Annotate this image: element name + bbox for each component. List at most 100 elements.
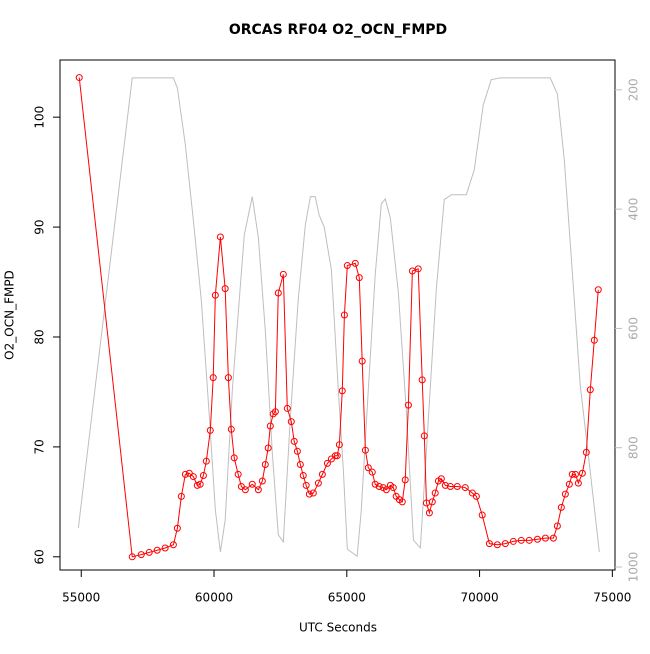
data-point [358, 357, 366, 365]
data-point [371, 480, 379, 488]
data-point [230, 454, 238, 462]
data-point [485, 540, 493, 548]
data-point [269, 410, 277, 418]
x-tick-label: 55000 [62, 591, 100, 605]
data-point [216, 233, 224, 241]
data-point [431, 489, 439, 497]
data-point [425, 509, 433, 517]
data-point [461, 484, 469, 492]
data-point [161, 544, 169, 552]
data-point [333, 452, 341, 460]
data-point [441, 481, 449, 489]
series-line [78, 77, 599, 558]
data-point [553, 522, 561, 530]
data-point [493, 541, 501, 549]
data-point [264, 444, 272, 452]
data-point [261, 460, 269, 468]
data-point [177, 492, 185, 500]
x-axis-label: UTC Seconds [299, 621, 377, 635]
data-point [153, 546, 161, 554]
data-point [290, 437, 298, 445]
data-point [173, 524, 181, 532]
data-point [472, 492, 480, 500]
y2-tick-label: 200 [627, 78, 641, 101]
data-point [296, 460, 304, 468]
data-point [279, 270, 287, 278]
data-point [283, 404, 291, 412]
data-point [541, 534, 549, 542]
data-point [145, 548, 153, 556]
data-point [389, 484, 397, 492]
data-point [565, 480, 573, 488]
data-point [571, 470, 579, 478]
data-point [355, 274, 363, 282]
data-point [211, 291, 219, 299]
data-point [398, 498, 406, 506]
data-point [343, 262, 351, 270]
data-point [590, 336, 598, 344]
data-point [351, 259, 359, 267]
data-point [199, 471, 207, 479]
y-tick-label: 80 [33, 329, 47, 344]
y2-tick-label: 600 [627, 317, 641, 340]
data-point [420, 432, 428, 440]
data-point [568, 470, 576, 478]
data-point [361, 446, 369, 454]
data-point [578, 469, 586, 477]
data-point [331, 452, 339, 460]
chart-title: ORCAS RF04 O2_OCN_FMPD [229, 22, 447, 38]
data-point [209, 374, 217, 382]
data-point [137, 551, 145, 559]
data-point [525, 536, 533, 544]
data-point [318, 470, 326, 478]
data-point [271, 408, 279, 416]
data-point [517, 536, 525, 544]
data-point [404, 401, 412, 409]
y-tick-label: 60 [33, 549, 47, 564]
data-point [241, 486, 249, 494]
data-point [364, 464, 372, 472]
data-point [549, 534, 557, 542]
data-point [478, 511, 486, 519]
y2-tick-label: 1000 [627, 552, 641, 583]
data-point [314, 479, 322, 487]
data-point [561, 490, 569, 498]
data-point [340, 311, 348, 319]
data-point [254, 486, 262, 494]
data-point [408, 267, 416, 275]
data-point [206, 426, 214, 434]
y-tick-label: 70 [33, 439, 47, 454]
data-point [453, 482, 461, 490]
data-point [234, 470, 242, 478]
data-point [287, 418, 295, 426]
data-point [75, 74, 83, 82]
data-point [586, 386, 594, 394]
y-tick-label: 90 [33, 219, 47, 234]
data-point [437, 475, 445, 483]
y-tick-label: 100 [33, 106, 47, 129]
data-point [302, 481, 310, 489]
y-axis-label: O2_OCN_FMPD [3, 270, 17, 360]
data-point [305, 490, 313, 498]
data-point [293, 447, 301, 455]
data-point [128, 553, 136, 561]
data-point [266, 422, 274, 430]
data-point [501, 540, 509, 548]
x-tick-label: 65000 [328, 591, 366, 605]
x-tick-label: 70000 [460, 591, 498, 605]
data-point [169, 541, 177, 549]
data-point [375, 482, 383, 490]
data-point [181, 470, 189, 478]
x-tick-label: 75000 [593, 591, 631, 605]
data-point [196, 480, 204, 488]
data-point [309, 489, 317, 497]
data-point [418, 376, 426, 384]
data-point [338, 387, 346, 395]
data-point [557, 503, 565, 511]
data-point [248, 480, 256, 488]
x-tick-label: 60000 [195, 591, 233, 605]
data-point [323, 459, 331, 467]
y2-tick-label: 800 [627, 436, 641, 459]
data-point [414, 265, 422, 273]
